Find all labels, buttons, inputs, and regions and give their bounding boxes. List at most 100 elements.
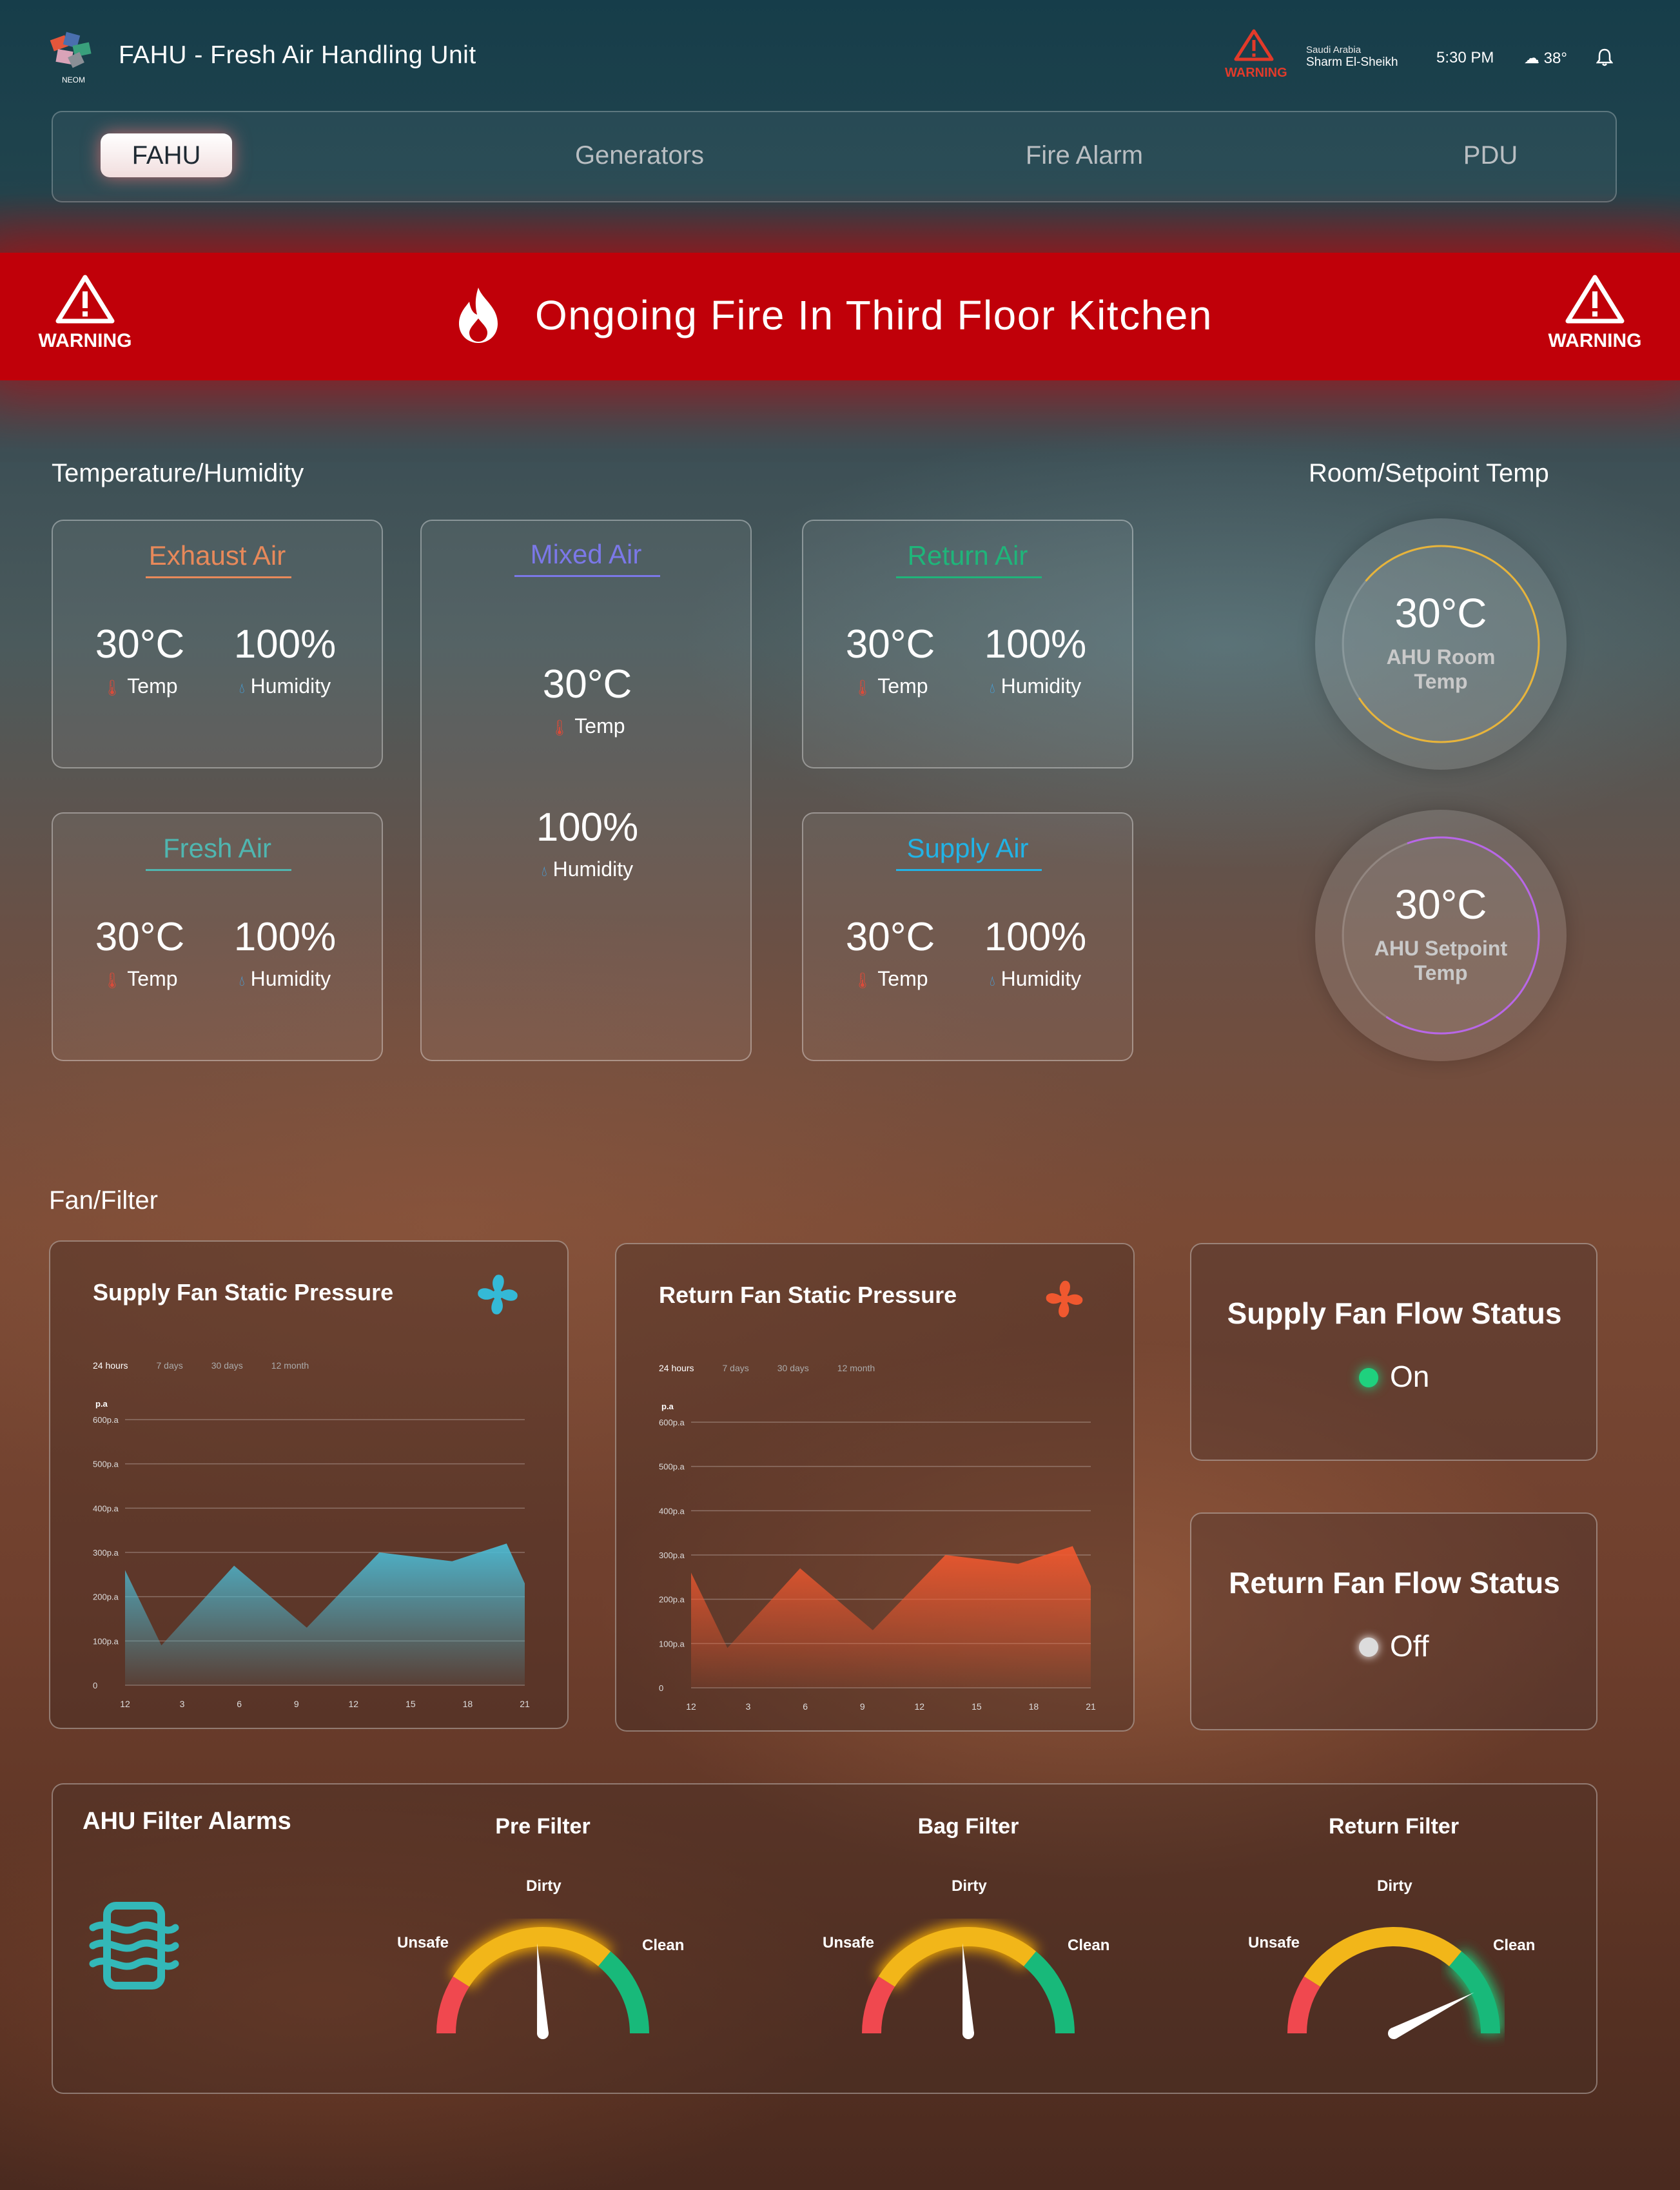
droplet-icon: 💧︎ [239, 680, 245, 696]
gauge-label-unsafe: Unsafe [397, 1934, 449, 1951]
gauge-label-unsafe: Unsafe [1248, 1934, 1300, 1951]
x-tick-label: 12 [120, 1699, 130, 1709]
fire-alert-banner [0, 253, 1680, 380]
tab-fire-alarm[interactable]: Fire Alarm [1025, 141, 1144, 170]
return-fan-flow-status-card: Return Fan Flow Status Off [1190, 1512, 1597, 1730]
area-series [691, 1546, 1091, 1688]
card-title-fresh-air: Fresh Air [162, 833, 272, 863]
humidity-label: 💧︎ Humidity [239, 967, 331, 990]
range-24-hours[interactable]: 24 hours [93, 1360, 128, 1371]
humidity-label: 💧︎ Humidity [989, 674, 1082, 698]
supply-status-title: Supply Fan Flow Status [1227, 1296, 1562, 1330]
card-supply-air: Supply Air 30°C 100% 🌡︎ Temp 💧︎ Humidity [802, 812, 1133, 1061]
gauge-segment-clean [1023, 1951, 1075, 2034]
y-tick-label: 200p.a [659, 1595, 685, 1605]
gauge-segment-unsafe [1287, 1976, 1321, 2034]
temp-value: 30°C [95, 622, 185, 667]
humidity-value: 100% [984, 622, 1087, 667]
temp-label: 🌡︎ Temp [852, 967, 928, 990]
setpoint-temp-gauge: 30°C AHU Setpoint Temp [1315, 810, 1567, 1061]
thermometer-icon: 🌡︎ [102, 679, 122, 697]
range-7-days[interactable]: 7 days [156, 1360, 183, 1371]
return-chart-title: Return Fan Static Pressure [659, 1282, 957, 1308]
filter-icon [89, 1901, 179, 1994]
x-tick-label: 15 [405, 1699, 416, 1709]
gauge-label-clean: Clean [642, 1937, 685, 1954]
section-title-fan-filter: Fan/Filter [49, 1186, 158, 1215]
humidity-value: 100% [233, 622, 337, 667]
neom-logo: NEOM [48, 28, 99, 86]
x-axis-label: Time [509, 1717, 531, 1719]
filter-alarms-panel: AHU Filter Alarms Pre Filter Dirty Unsafe C… [52, 1783, 1597, 2094]
y-tick-label: 100p.a [659, 1639, 685, 1648]
svg-text:NEOM: NEOM [62, 75, 85, 84]
cloud-icon: ☁ [1524, 50, 1539, 67]
status-indicator-on [1359, 1368, 1378, 1387]
bell-icon[interactable] [1596, 48, 1614, 67]
return-status-value: Off [1390, 1629, 1429, 1663]
y-tick-label: 400p.a [659, 1506, 685, 1516]
tab-fahu[interactable]: FAHU [101, 133, 232, 177]
temp-value: 30°C [95, 915, 185, 959]
gauge-needle-hub [1388, 2028, 1400, 2039]
room-temp-label: AHU Room Temp [1386, 645, 1496, 693]
temp-label: 🌡︎ Temp [549, 714, 625, 738]
droplet-icon: 💧︎ [541, 863, 547, 879]
tab-generators[interactable]: Generators [574, 141, 705, 170]
setpoint-temp-label: AHU Setpoint Temp [1374, 937, 1508, 984]
y-tick-label: 0 [93, 1681, 97, 1690]
tab-pdu[interactable]: PDU [1463, 141, 1518, 170]
area-series [125, 1543, 525, 1685]
supply-fan-pressure-chart: p.a 0 100p.a 200p.a 300p.a 400p.a 500p.a 600p.a… [93, 1399, 531, 1719]
warning-icon [55, 275, 115, 324]
supply-fan-pressure-card: Supply Fan Static Pressure 24 hours 7 day… [49, 1240, 569, 1729]
gauge-segment-dirty [878, 1927, 1037, 1987]
card-underline [146, 576, 291, 578]
range-30-days[interactable]: 30 days [777, 1363, 809, 1373]
y-axis-label: p.a [661, 1402, 674, 1411]
location: Saudi Arabia Sharm El-Sheikh [1306, 44, 1398, 68]
range-12-month[interactable]: 12 month [271, 1360, 309, 1371]
supply-chart-title: Supply Fan Static Pressure [93, 1279, 394, 1305]
range-12-month[interactable]: 12 month [837, 1363, 875, 1373]
y-tick-label: 500p.a [93, 1460, 119, 1469]
gauge-label-dirty: Dirty [526, 1877, 562, 1895]
fan-icon [1042, 1276, 1087, 1325]
x-tick-label: 21 [1086, 1701, 1096, 1712]
weather-temp: 38° [1543, 50, 1567, 67]
y-tick-label: 500p.a [659, 1462, 685, 1472]
location-country: Saudi Arabia [1306, 44, 1362, 55]
gauge-needle-hub [537, 2028, 549, 2039]
temp-label: 🌡︎ Temp [102, 674, 178, 698]
return-status-title: Return Fan Flow Status [1229, 1566, 1560, 1599]
header-warning-indicator[interactable]: WARNING [1225, 28, 1287, 81]
thermometer-icon: 🌡︎ [852, 972, 872, 990]
gauge-title: Pre Filter [495, 1814, 591, 1839]
gauge-title: Bag Filter [917, 1814, 1019, 1839]
humidity-value: 100% [984, 915, 1087, 959]
x-tick-label: 12 [686, 1701, 696, 1712]
supply-status-value: On [1390, 1360, 1430, 1393]
filter-gauge [436, 1924, 649, 2039]
y-tick-label: 300p.a [659, 1550, 685, 1560]
y-tick-label: 600p.a [93, 1415, 119, 1425]
section-title-temp-humidity: Temperature/Humidity [52, 459, 304, 487]
droplet-icon: 💧︎ [989, 680, 995, 696]
x-tick-label: 12 [914, 1701, 924, 1712]
x-tick-label: 9 [860, 1701, 865, 1712]
card-title-exhaust-air: Exhaust Air [148, 540, 286, 571]
range-7-days[interactable]: 7 days [722, 1363, 749, 1373]
banner-warning-left-label: WARNING [38, 330, 132, 351]
range-30-days[interactable]: 30 days [211, 1360, 243, 1371]
x-tick-label: 15 [972, 1701, 982, 1712]
location-city: Sharm El-Sheikh [1306, 55, 1398, 69]
room-temp-value: 30°C [1394, 590, 1487, 636]
x-tick-label: 6 [237, 1699, 242, 1709]
thermometer-icon: 🌡︎ [102, 972, 122, 990]
humidity-label: 💧︎ Humidity [239, 674, 331, 698]
supply-fan-flow-status-card: Supply Fan Flow Status On [1190, 1243, 1597, 1461]
setpoint-temp-value: 30°C [1394, 881, 1487, 928]
range-24-hours[interactable]: 24 hours [659, 1363, 694, 1373]
x-tick-label: 21 [520, 1699, 530, 1709]
gauge-segment-clean [1449, 1951, 1500, 2034]
